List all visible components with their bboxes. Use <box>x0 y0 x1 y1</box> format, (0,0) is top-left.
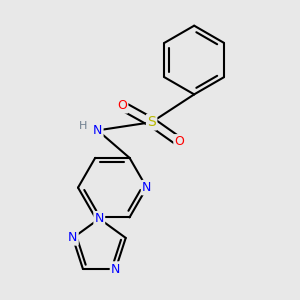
Text: N: N <box>93 124 102 137</box>
Text: O: O <box>175 135 184 148</box>
Text: N: N <box>68 231 77 244</box>
Text: O: O <box>117 99 127 112</box>
Text: N: N <box>94 212 104 225</box>
Text: N: N <box>142 181 152 194</box>
Text: N: N <box>111 262 120 275</box>
Text: S: S <box>147 115 156 129</box>
Text: H: H <box>79 122 87 131</box>
